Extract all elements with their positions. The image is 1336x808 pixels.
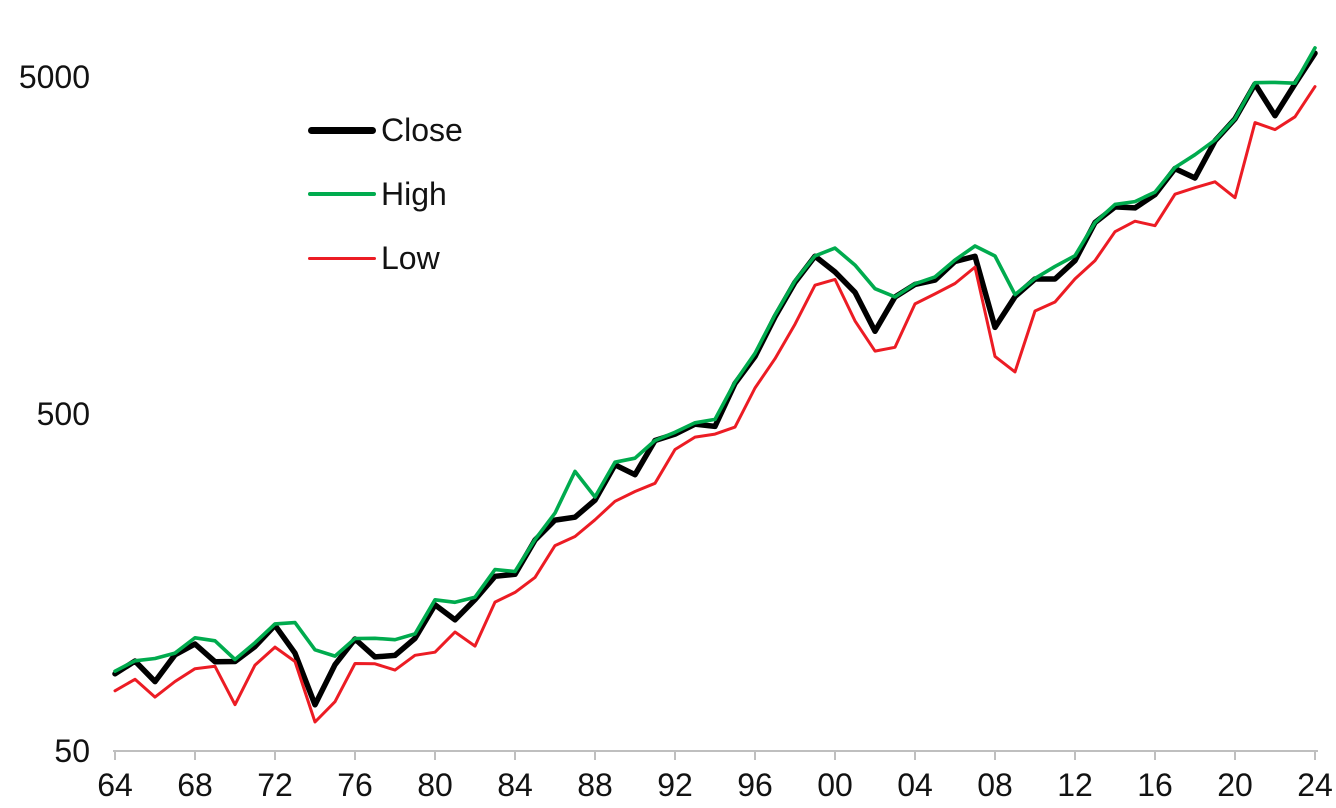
y-tick-label: 500 [37, 396, 90, 432]
high-line [113, 46, 1317, 674]
x-tick-label: 64 [97, 767, 133, 803]
legend-item-low: Low [308, 241, 463, 275]
low-line-swatch [308, 256, 376, 260]
x-tick-label: 08 [977, 767, 1013, 803]
x-tick-label: 24 [1297, 767, 1333, 803]
x-tick-label: 96 [737, 767, 773, 803]
close-line-swatch [308, 126, 376, 134]
close-line [112, 50, 1318, 708]
legend-item-close: Close [308, 113, 463, 147]
x-tick-label: 20 [1217, 767, 1253, 803]
x-tick-label: 68 [177, 767, 213, 803]
low-line [113, 85, 1317, 724]
x-tick-label: 80 [417, 767, 453, 803]
x-tick-label: 76 [337, 767, 373, 803]
x-tick-label: 84 [497, 767, 533, 803]
y-tick-label: 50 [54, 733, 90, 769]
legend-item-high: High [308, 177, 463, 211]
legend-label-high: High [381, 176, 447, 212]
x-tick-label: 12 [1057, 767, 1093, 803]
y-tick-label: 5000 [19, 59, 90, 95]
x-tick-label: 72 [257, 767, 293, 803]
legend-label-low: Low [381, 240, 440, 276]
x-tick-label: 92 [657, 767, 693, 803]
chart-legend: Close High Low [308, 113, 463, 305]
x-tick-label: 00 [817, 767, 853, 803]
high-line-swatch [308, 192, 376, 196]
legend-label-close: Close [381, 112, 463, 148]
x-tick-label: 88 [577, 767, 613, 803]
x-tick-label: 16 [1137, 767, 1173, 803]
x-tick-label: 04 [897, 767, 933, 803]
